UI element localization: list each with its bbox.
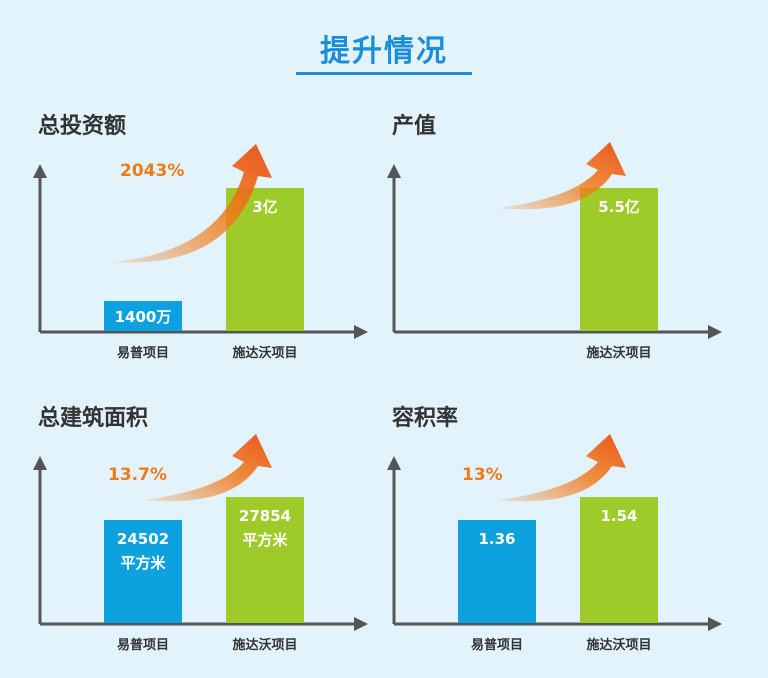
x-axis-arrow — [354, 325, 368, 339]
bar-value-label: 1.36 — [478, 530, 515, 548]
bar — [226, 497, 304, 623]
bar — [580, 497, 658, 623]
category-label: 易普项目 — [117, 345, 169, 361]
category-label: 施达沃项目 — [232, 637, 297, 653]
chart-title: 总投资额 — [38, 114, 127, 139]
bar — [104, 520, 182, 623]
x-axis-arrow — [354, 617, 368, 631]
title-underline — [296, 72, 472, 75]
category-label: 易普项目 — [117, 637, 169, 653]
category-label: 施达沃项目 — [232, 345, 297, 361]
y-axis-arrow — [387, 164, 401, 178]
category-label: 施达沃项目 — [586, 637, 651, 653]
chart-svg: 1.36 1.54 易普项目 施达沃项目 13% — [387, 434, 722, 653]
chart-panel-output-value: 产值 5.5亿施达沃项目 — [387, 108, 732, 368]
bar — [580, 188, 658, 331]
bar-value-label: 1.54 — [600, 507, 637, 525]
bar-value-label: 24502 — [117, 530, 169, 548]
growth-arrow — [498, 142, 626, 210]
chart-panel-building-area: 总建筑面积 24502 平方米 27854 平方米易普项目 施达沃项目 13.7% — [33, 400, 378, 660]
y-axis-arrow — [33, 164, 47, 178]
category-label: 易普项目 — [471, 637, 523, 653]
growth-arrow — [498, 434, 626, 502]
bar-value-label: 平方米 — [120, 554, 166, 572]
y-axis-arrow — [387, 456, 401, 470]
chart-panel-plot-ratio: 容积率 1.36 1.54 易普项目 施达沃项目 13% — [387, 400, 732, 660]
x-axis-arrow — [708, 617, 722, 631]
increase-percent-label: 13% — [462, 465, 503, 485]
increase-percent-label: 13.7% — [108, 465, 167, 485]
category-label: 施达沃项目 — [586, 345, 651, 361]
chart-title: 产值 — [392, 114, 437, 139]
chart-panel-total-investment: 总投资额 1400万 3亿易普项目 施达沃项目 2043% — [33, 108, 378, 368]
increase-percent-label: 2043% — [120, 161, 184, 181]
page-title: 提升情况 — [320, 34, 448, 69]
bar-value-label: 平方米 — [242, 531, 288, 549]
bar — [104, 301, 182, 331]
growth-arrow — [112, 144, 272, 263]
growth-arrow — [144, 434, 272, 502]
bar-value-label: 3亿 — [252, 198, 277, 216]
bar-value-label: 5.5亿 — [598, 198, 640, 216]
y-axis-arrow — [33, 456, 47, 470]
x-axis-arrow — [708, 325, 722, 339]
chart-title: 容积率 — [392, 406, 459, 431]
bar-value-label: 1400万 — [115, 308, 172, 326]
bar — [458, 520, 536, 623]
chart-title: 总建筑面积 — [38, 406, 149, 431]
bar-value-label: 27854 — [239, 507, 291, 525]
